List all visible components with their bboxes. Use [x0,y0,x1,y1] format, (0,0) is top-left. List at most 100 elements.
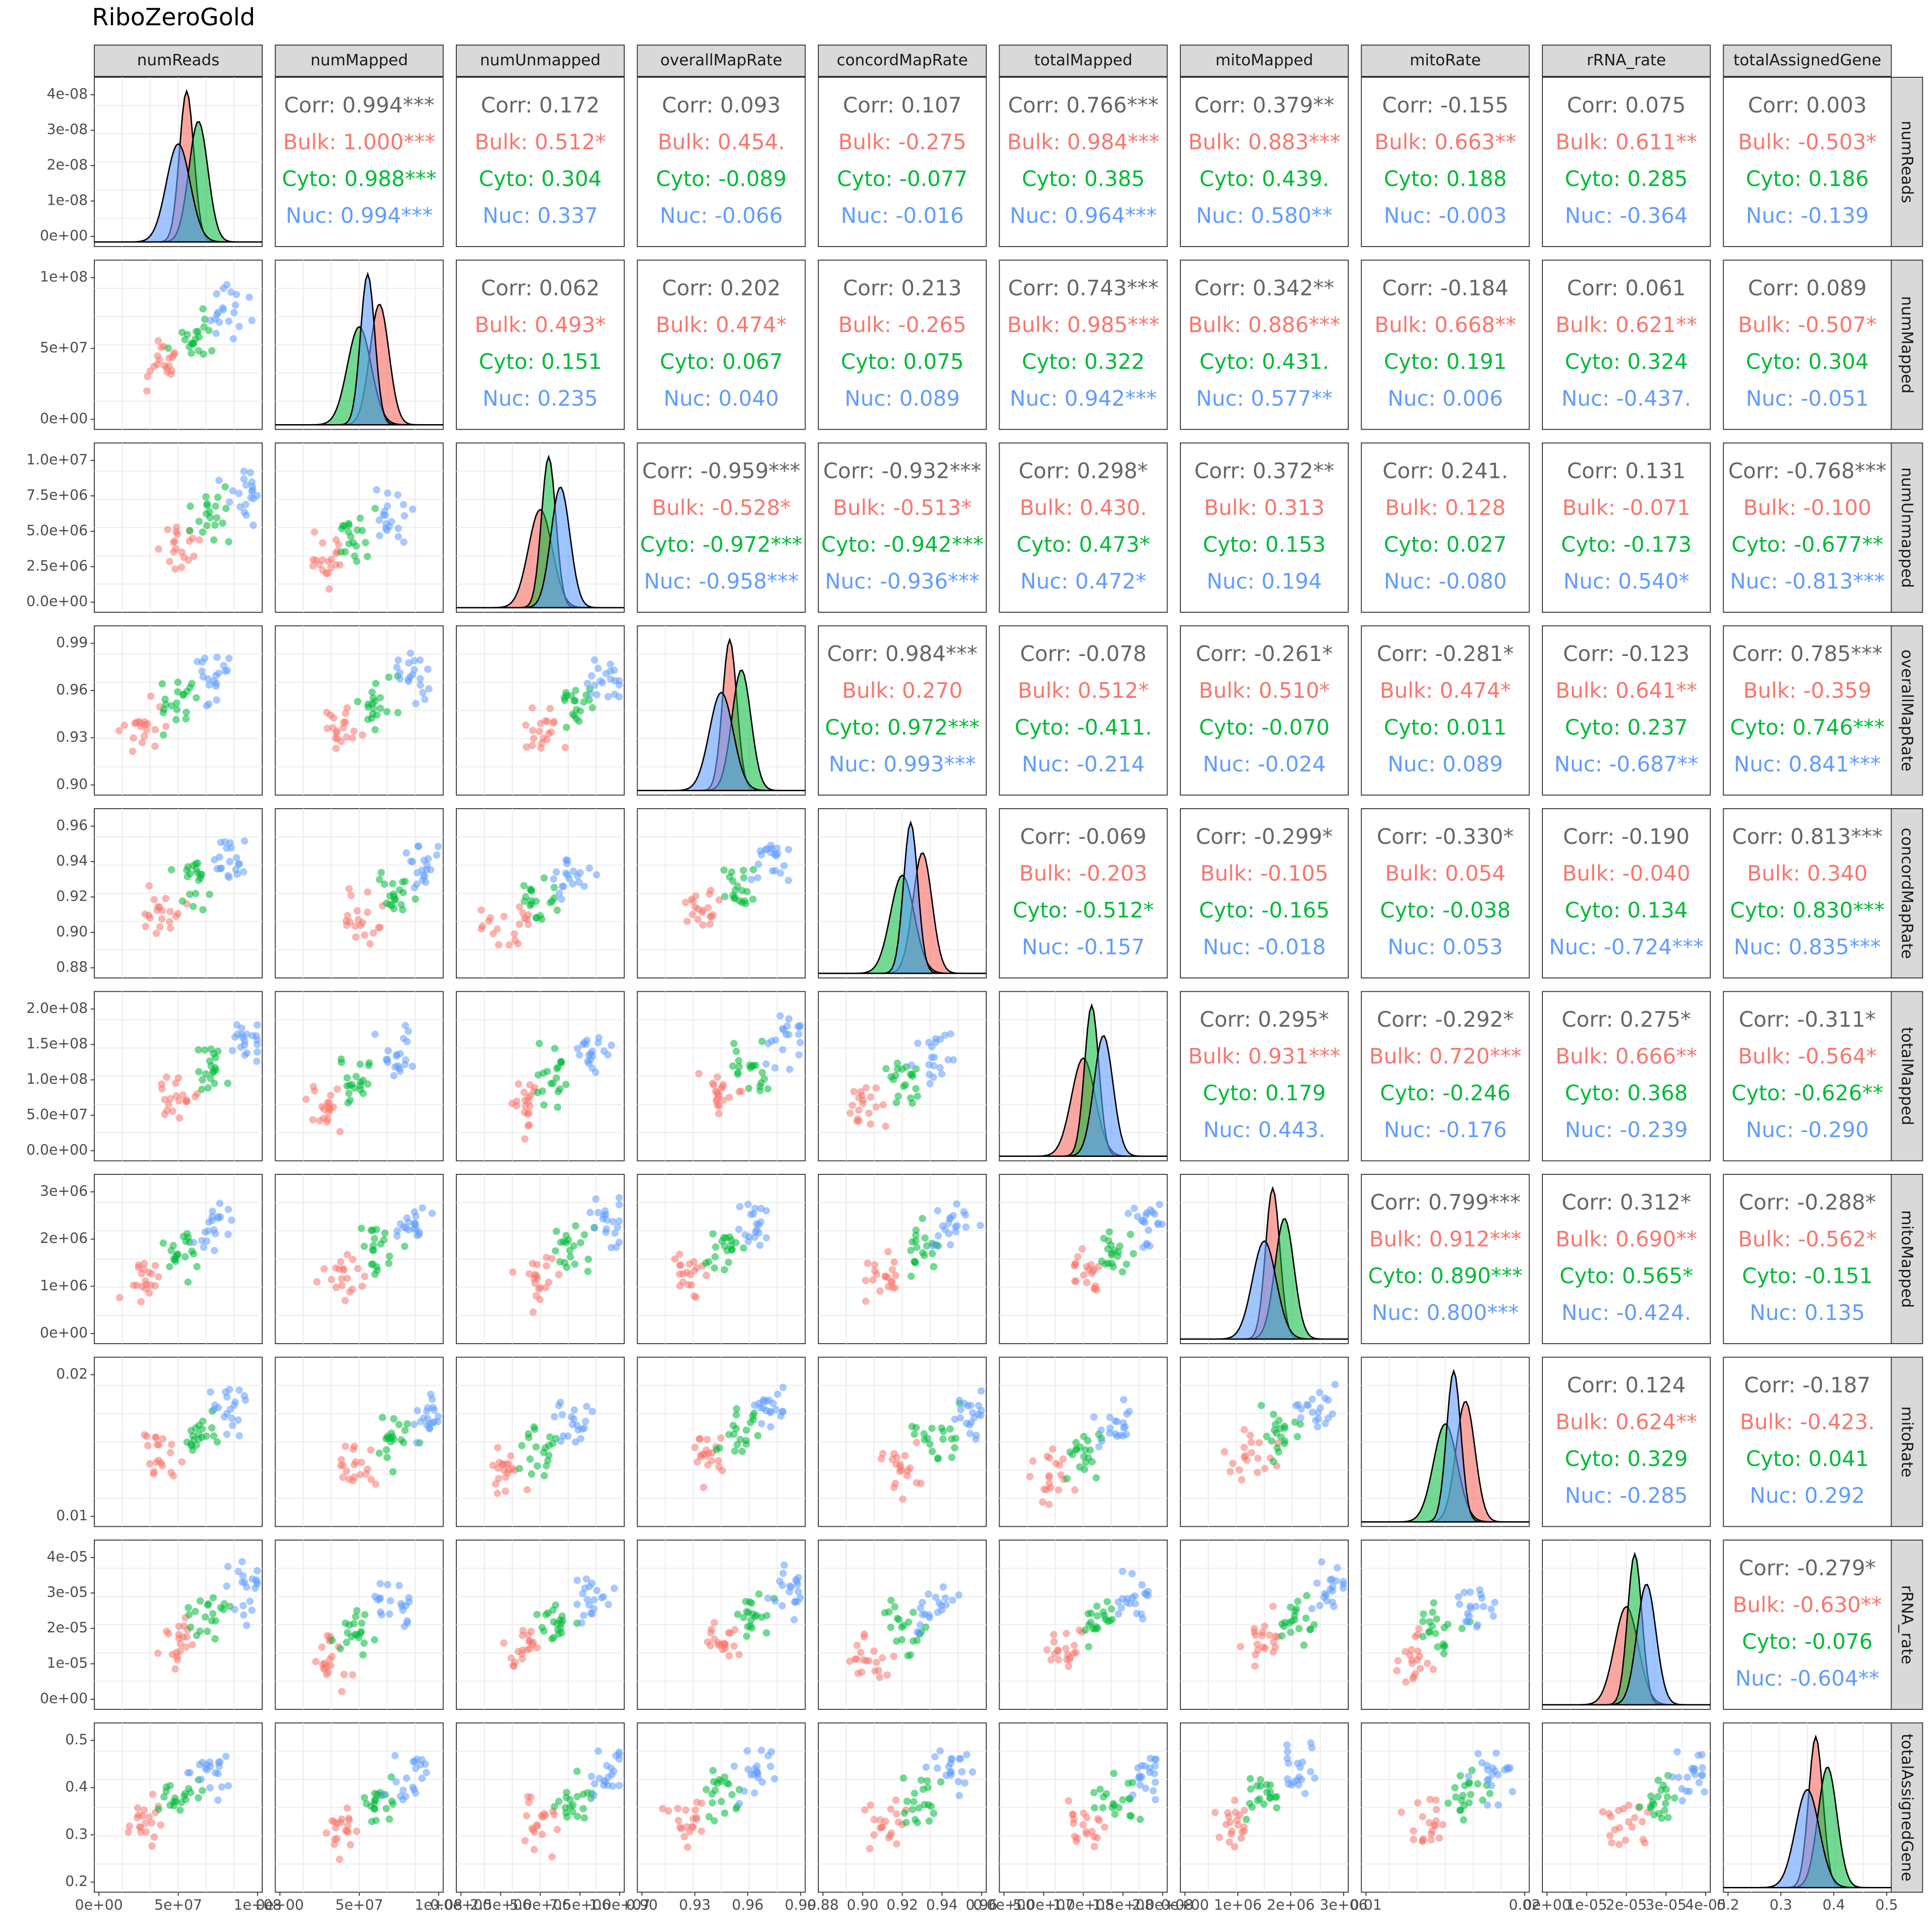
point-Cyto [1461,1782,1469,1789]
panel-totalMapped-numUnmapped [456,991,625,1162]
point-Nuc [615,1217,623,1225]
point-Cyto [921,1234,929,1242]
panel-rRNA_rate-totalAssignedGene: Corr: -0.279*Bulk: -0.630**Cyto: -0.076N… [1723,1540,1892,1710]
point-Bulk [155,545,162,553]
panel-totalMapped-overallMapRate [637,991,806,1162]
point-Cyto [920,1430,928,1438]
point-Bulk [143,1432,151,1440]
point-Bulk [150,1468,158,1476]
point-Cyto [951,1444,959,1452]
panel-mitoMapped-overallMapRate [637,1174,806,1344]
point-Nuc [948,1754,955,1762]
panel-mitoMapped-numUnmapped [456,1174,625,1344]
point-Nuc [373,486,380,494]
point-Cyto [730,895,738,903]
point-Cyto [1080,1453,1088,1460]
point-Bulk [494,1444,502,1452]
point-Cyto [573,1767,581,1775]
point-Nuc [963,1751,971,1759]
point-Nuc [754,860,762,868]
point-Nuc [776,869,784,877]
point-Nuc [1509,1788,1517,1795]
point-Cyto [734,1069,742,1076]
point-Nuc [925,1061,933,1069]
row-strip-totalMapped: totalMapped [1891,991,1923,1162]
correlation-text: Cyto: -0.411. [1015,715,1152,740]
point-Bulk [714,1639,722,1647]
point-Bulk [1222,1821,1230,1828]
point-Cyto [353,1607,361,1615]
point-Bulk [1427,1836,1435,1844]
point-Bulk [713,1095,721,1103]
point-Cyto [188,680,196,688]
point-Nuc [1474,1750,1482,1758]
point-Cyto [1287,1628,1294,1636]
correlation-text: Cyto: 0.368 [1565,1081,1688,1105]
point-Nuc [246,1598,254,1605]
point-Bulk [696,1435,704,1443]
point-Nuc [1090,1413,1098,1421]
point-Cyto [1092,1474,1100,1482]
point-Bulk [877,1455,885,1463]
panel-mitoMapped-concordMapRate [818,1174,987,1344]
point-Cyto [1126,1812,1134,1820]
point-Bulk [1414,1647,1422,1655]
point-Nuc [563,860,571,868]
panel-numMapped-totalMapped: Corr: 0.743***Bulk: 0.985***Cyto: 0.322N… [999,259,1168,430]
point-Bulk [530,735,538,742]
point-Cyto [759,1069,766,1076]
point-Nuc [1113,1418,1121,1426]
point-Nuc [762,1060,770,1068]
point-Cyto [1242,1816,1250,1823]
correlation-text: Nuc: -0.724*** [1549,935,1703,960]
point-Cyto [1266,1788,1274,1796]
point-Nuc [1489,1612,1497,1620]
point-Bulk [1070,1819,1077,1827]
point-Cyto [1296,1420,1304,1428]
correlation-text: Bulk: 0.886*** [1188,312,1340,337]
correlation-text: Cyto: 0.027 [1384,532,1506,557]
column-strip-label: overallMapRate [660,51,782,69]
point-Cyto [573,1793,581,1800]
point-Nuc [1154,1220,1162,1228]
point-Bulk [154,360,161,368]
point-Nuc [1122,1431,1130,1438]
row-strip-label: totalMapped [1898,1027,1916,1126]
point-Cyto [376,694,384,702]
y-tick-label: 2.5e+06 [26,558,88,575]
x-tick-label: 0.3 [1770,1897,1792,1914]
point-Cyto [184,1278,192,1286]
point-Nuc [1464,1610,1472,1618]
point-Cyto [1419,1633,1427,1640]
point-Bulk [721,1641,729,1649]
row-strip-label: numUnmapped [1898,467,1916,588]
y-tick-label: 0e+00 [40,228,88,244]
correlation-text: Corr: 0.743*** [1008,276,1158,300]
point-Bulk [361,931,368,939]
point-Bulk [177,1647,184,1655]
point-Bulk [1052,1460,1060,1467]
point-Cyto [544,1456,552,1464]
panel-rRNA_rate-mitoRate [1361,1540,1530,1710]
point-Nuc [1340,1584,1347,1592]
point-Bulk [1080,1271,1088,1279]
point-Bulk [177,1640,184,1648]
point-Nuc [403,1619,411,1627]
point-Cyto [1081,1626,1089,1634]
correlation-text: Nuc: 0.580** [1196,203,1333,228]
point-Bulk [521,1108,529,1116]
point-Nuc [936,1064,944,1072]
point-Nuc [769,1399,777,1407]
column-strip-label: concordMapRate [837,51,968,69]
point-Nuc [230,1401,238,1409]
point-Cyto [744,1623,752,1631]
point-Cyto [923,1242,931,1250]
x-tick-label: 0.90 [626,1897,658,1914]
correlation-text: Nuc: -0.364 [1565,203,1688,228]
point-Nuc [211,1247,218,1254]
x-tick-label: 2e-05 [1606,1897,1647,1914]
point-Cyto [403,1420,411,1428]
point-Nuc [586,1582,593,1590]
